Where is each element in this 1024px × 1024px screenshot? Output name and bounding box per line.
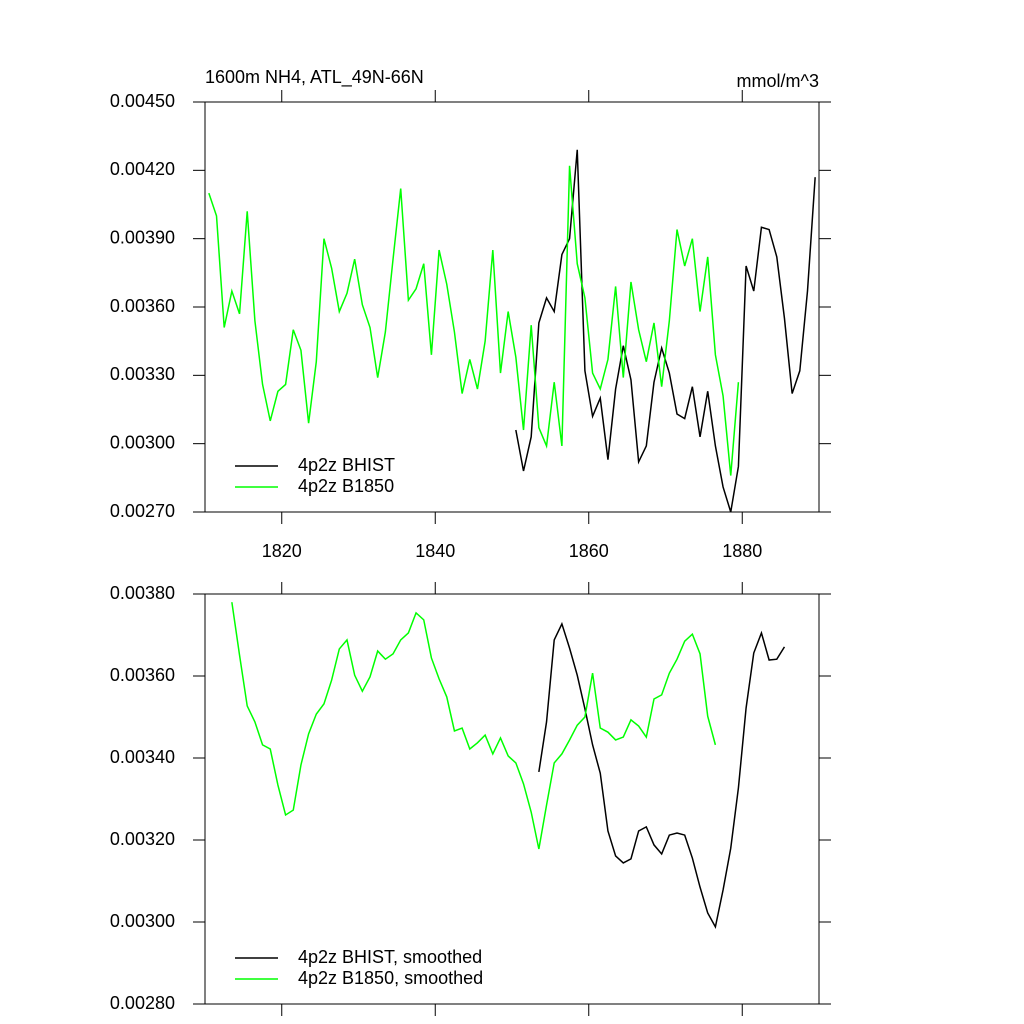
legend-label: 4p2z B1850: [298, 476, 394, 496]
series-line: [208, 165, 740, 476]
x-tick-label: 1880: [722, 541, 762, 561]
y-tick-label: 0.00420: [110, 159, 175, 179]
plot-frame: [204, 593, 820, 1005]
y-tick-label: 0.00280: [110, 993, 175, 1013]
x-tick-label: 1840: [415, 541, 455, 561]
y-tick-label: 0.00300: [110, 432, 175, 452]
y-tick-label: 0.00300: [110, 911, 175, 931]
legend-label: 4p2z B1850, smoothed: [298, 968, 483, 988]
y-tick-label: 0.00330: [110, 364, 175, 384]
y-tick-label: 0.00270: [110, 501, 175, 521]
y-tick-label: 0.00380: [110, 583, 175, 603]
y-tick-label: 0.00360: [110, 296, 175, 316]
plot-frame: [204, 101, 820, 513]
units-label: mmol/m^3: [737, 71, 819, 91]
y-tick-label: 0.00360: [110, 665, 175, 685]
y-tick-label: 0.00450: [110, 91, 175, 111]
y-tick-label: 0.00390: [110, 227, 175, 247]
series-line: [231, 602, 717, 850]
chart-title: 1600m NH4, ATL_49N-66N: [205, 67, 424, 88]
legend-label: 4p2z BHIST, smoothed: [298, 947, 482, 967]
series-line: [515, 149, 816, 513]
legend-label: 4p2z BHIST: [298, 455, 395, 475]
y-tick-label: 0.00320: [110, 829, 175, 849]
x-tick-label: 1860: [569, 541, 609, 561]
x-tick-label: 1820: [262, 541, 302, 561]
y-tick-label: 0.00340: [110, 747, 175, 767]
series-line: [538, 621, 786, 930]
